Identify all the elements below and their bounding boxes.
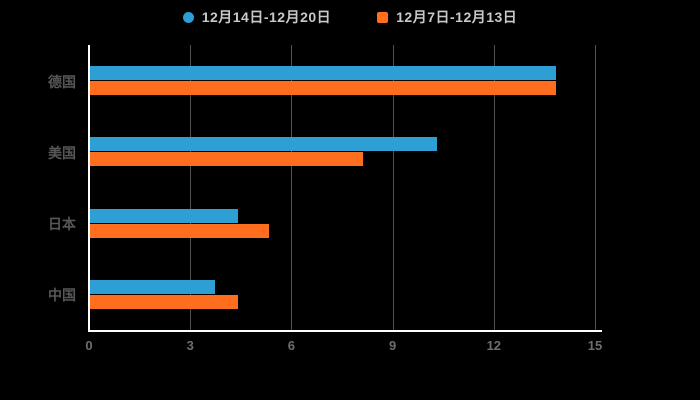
bar-日本-week1[interactable] bbox=[90, 223, 269, 238]
bar-德国-week2[interactable] bbox=[90, 66, 556, 81]
category-label-日本: 日本 bbox=[48, 216, 76, 233]
gridline-6 bbox=[291, 45, 293, 330]
legend-item-dec14-20[interactable]: 12月14日-12月20日 bbox=[182, 7, 332, 27]
bar-中国-week1[interactable] bbox=[90, 294, 239, 309]
x-tick-label-12: 12 bbox=[486, 338, 502, 353]
gridline-9 bbox=[392, 45, 394, 330]
category-labels: 德国 美国 日本 中国 bbox=[0, 45, 82, 330]
bar-美国-week2[interactable] bbox=[90, 137, 438, 152]
x-tick-label-0: 0 bbox=[85, 338, 93, 353]
legend-marker-circle-icon bbox=[182, 11, 194, 23]
gridline-15 bbox=[595, 45, 596, 330]
legend-item-dec7-13[interactable]: 12月7日-12月13日 bbox=[377, 7, 517, 27]
legend-label-dec14-20: 12月14日-12月20日 bbox=[201, 9, 332, 25]
bar-美国-week1[interactable] bbox=[90, 152, 364, 167]
bar-德国-week1[interactable] bbox=[90, 81, 556, 96]
legend-marker-square-icon bbox=[377, 11, 389, 23]
legend-label-dec7-13: 12月7日-12月13日 bbox=[396, 9, 518, 25]
bar-中国-week2[interactable] bbox=[90, 279, 215, 294]
x-tick-label-15: 15 bbox=[587, 338, 603, 353]
x-tick-labels: 0 3 6 9 12 15 bbox=[85, 338, 603, 358]
plot-area bbox=[88, 45, 602, 332]
bar-日本-week2[interactable] bbox=[90, 208, 239, 223]
legend: 12月14日-12月20日 12月7日-12月13日 bbox=[0, 7, 700, 27]
x-tick-label-3: 3 bbox=[186, 338, 194, 353]
gridline-12 bbox=[493, 45, 495, 330]
x-tick-label-9: 9 bbox=[388, 338, 397, 353]
x-tick-label-6: 6 bbox=[287, 338, 296, 353]
category-label-德国: 德国 bbox=[48, 73, 76, 90]
gridline-3 bbox=[190, 45, 192, 330]
category-label-美国: 美国 bbox=[48, 144, 76, 161]
category-label-中国: 中国 bbox=[48, 287, 76, 304]
